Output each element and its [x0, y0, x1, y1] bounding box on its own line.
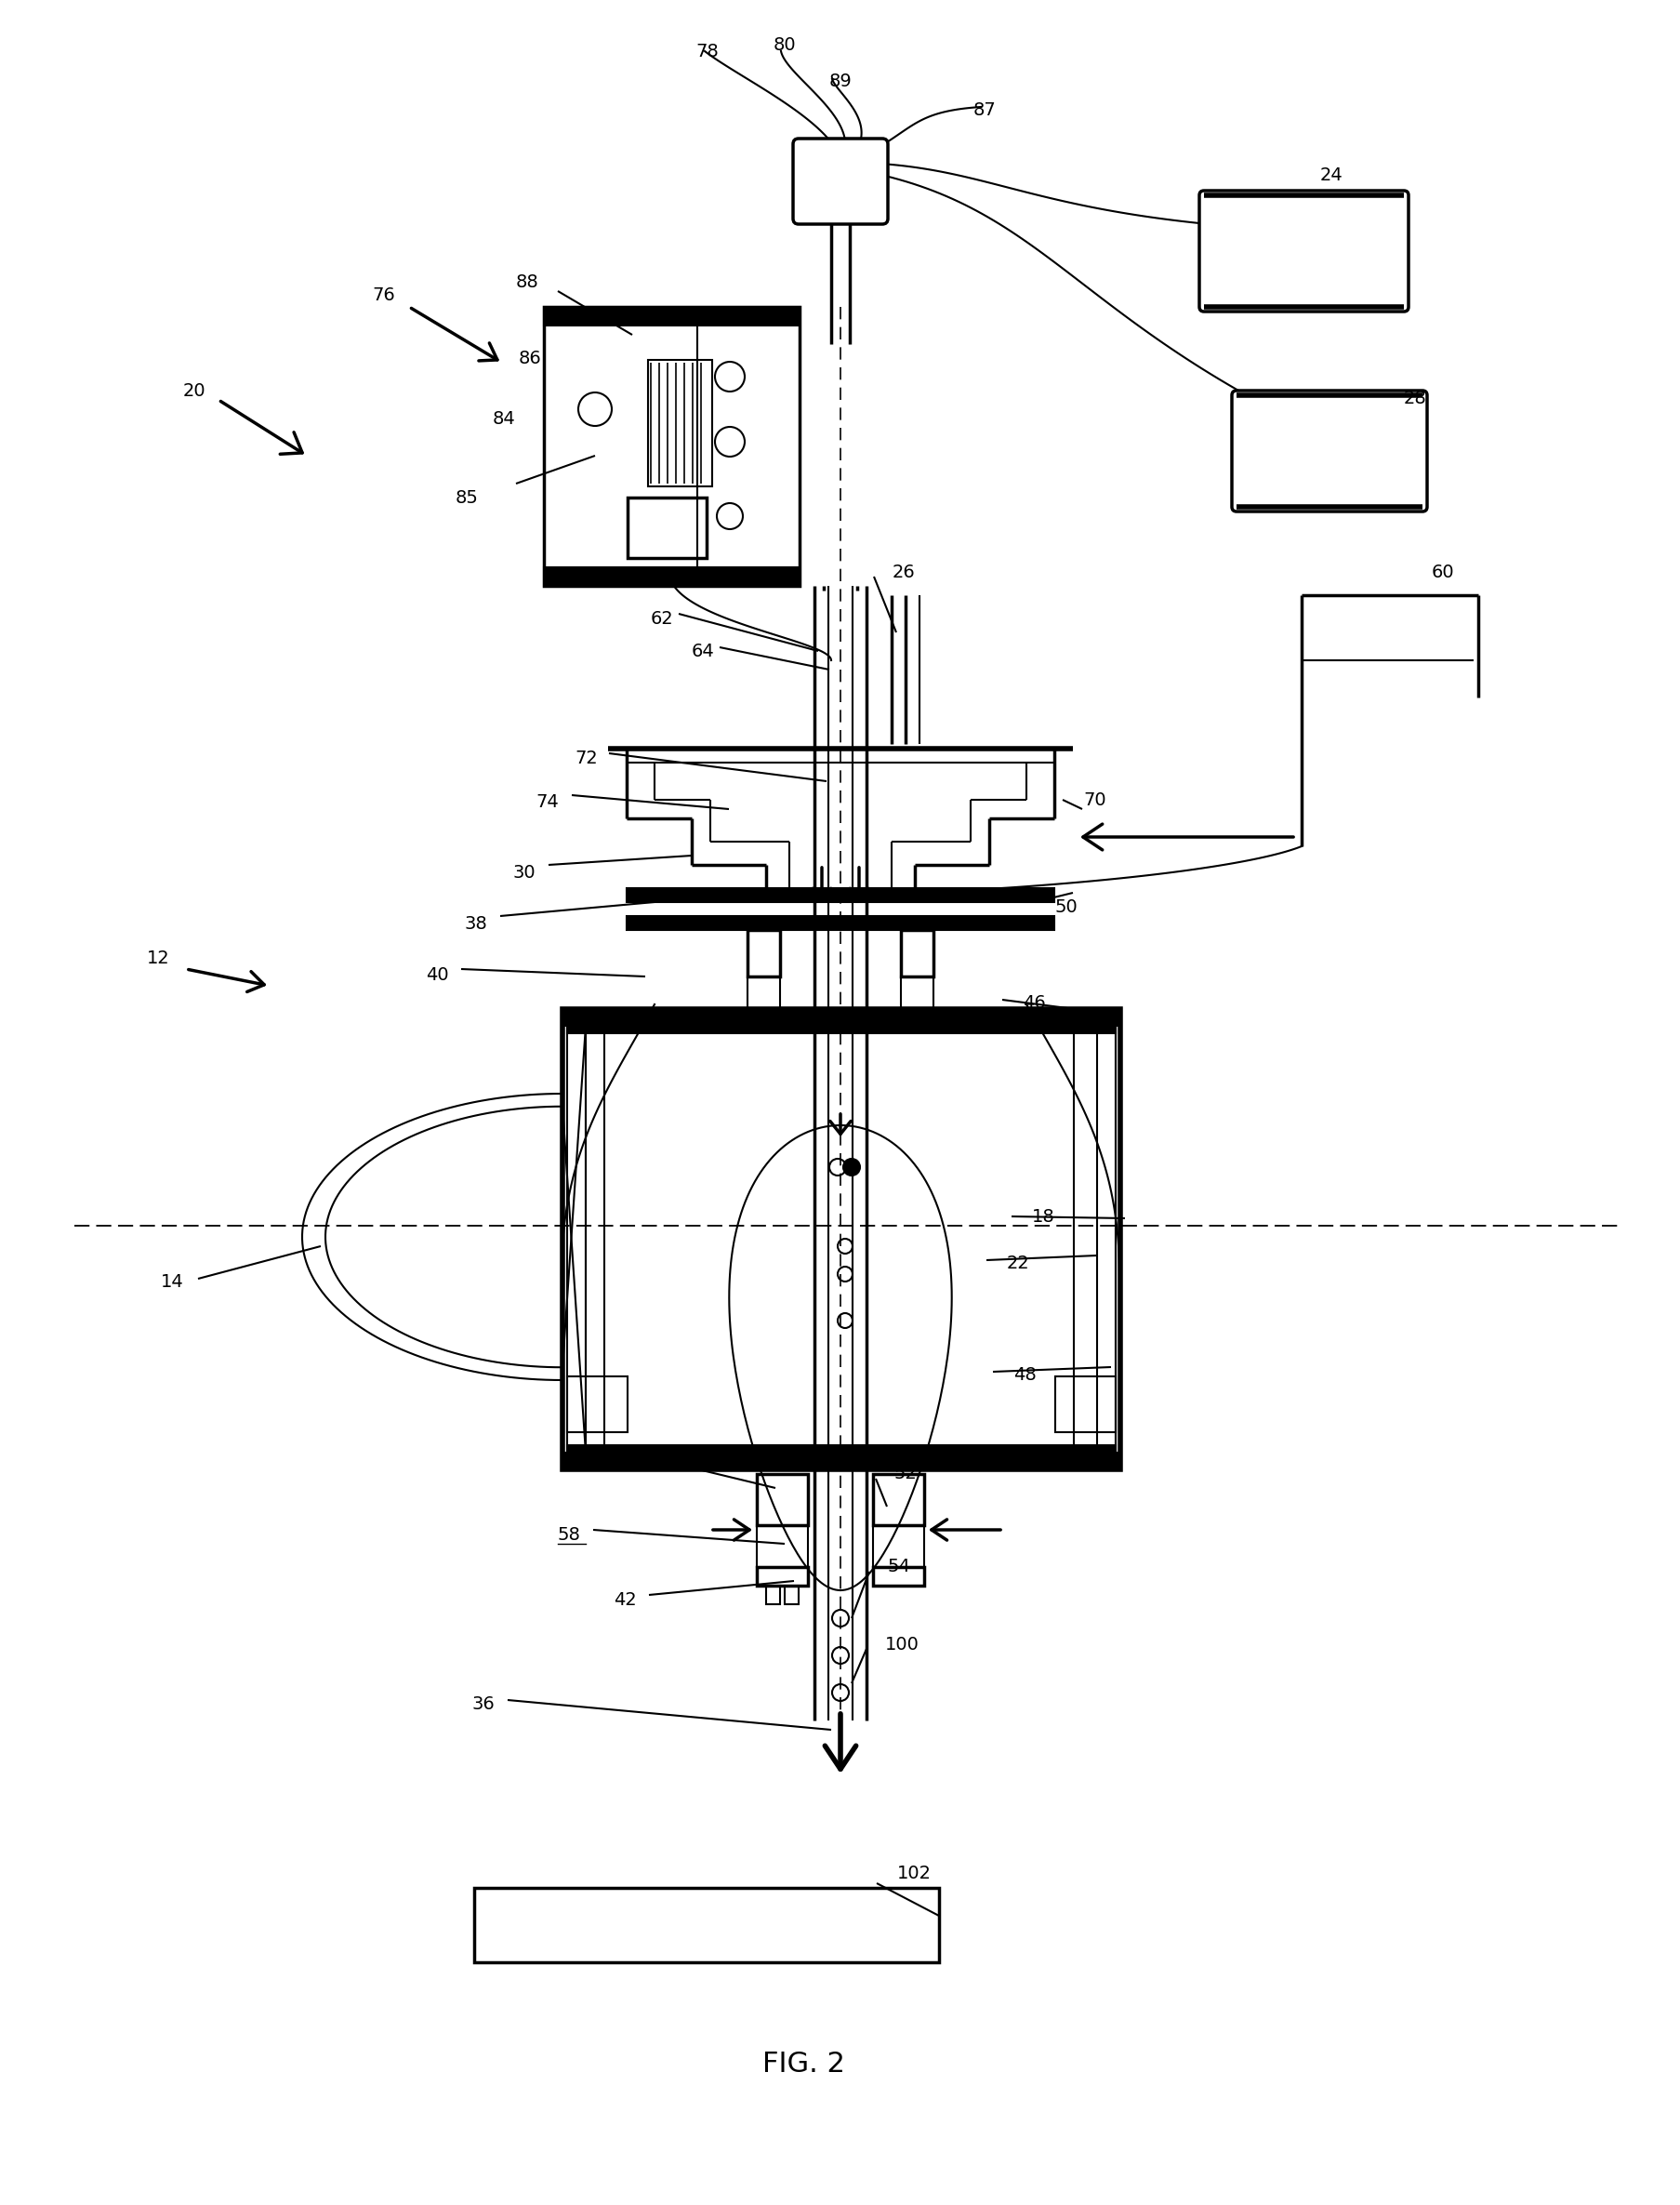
Bar [1097, 1019, 1116, 1460]
Bar [1055, 1376, 1116, 1433]
Text: 78: 78 [696, 42, 717, 60]
Bar [627, 498, 706, 558]
Bar [544, 306, 800, 587]
Bar [1074, 1019, 1116, 1460]
Bar [563, 1010, 1119, 1469]
Bar [585, 1019, 605, 1460]
Bar [544, 567, 800, 587]
Text: 64: 64 [692, 642, 714, 659]
Bar [748, 931, 780, 977]
Bar [756, 1526, 808, 1568]
Text: 38: 38 [465, 915, 487, 933]
Text: 46: 46 [1021, 994, 1045, 1012]
Bar [785, 1585, 798, 1605]
Text: 60: 60 [1431, 562, 1453, 580]
Bar [756, 1473, 808, 1526]
Text: 18: 18 [1032, 1208, 1055, 1226]
Text: 88: 88 [516, 273, 539, 291]
Bar [627, 915, 1053, 931]
Text: 14: 14 [161, 1272, 183, 1290]
Text: 22: 22 [1006, 1255, 1030, 1272]
Text: 54: 54 [887, 1559, 911, 1577]
Bar [474, 1887, 939, 1962]
Text: FIG. 2: FIG. 2 [763, 2051, 845, 2077]
Text: 70: 70 [1082, 792, 1105, 809]
Text: 52: 52 [894, 1464, 917, 1484]
Text: 100: 100 [885, 1636, 919, 1654]
Text: 74: 74 [536, 794, 558, 811]
Text: 48: 48 [1013, 1365, 1037, 1383]
Text: 28: 28 [1403, 390, 1426, 408]
Bar [872, 1473, 924, 1526]
Text: 72: 72 [575, 750, 598, 767]
Text: 85: 85 [455, 490, 479, 507]
Text: 87: 87 [973, 101, 996, 119]
Bar [900, 931, 932, 977]
Text: 30: 30 [512, 864, 536, 882]
Bar [544, 306, 800, 326]
Text: 42: 42 [613, 1590, 637, 1607]
Text: 62: 62 [650, 609, 674, 626]
Text: 58: 58 [558, 1526, 581, 1544]
Bar [566, 1019, 585, 1460]
FancyBboxPatch shape [1198, 190, 1408, 311]
Text: 82: 82 [541, 306, 564, 324]
Text: 86: 86 [519, 348, 541, 366]
Bar [563, 1010, 1119, 1025]
Bar [566, 1376, 627, 1433]
Text: 76: 76 [371, 287, 395, 304]
Bar [872, 1568, 924, 1585]
Bar [766, 1585, 780, 1605]
Text: 84: 84 [492, 410, 516, 428]
Text: 20: 20 [183, 381, 207, 399]
Text: 102: 102 [897, 1865, 931, 1883]
FancyBboxPatch shape [1231, 390, 1426, 512]
Bar [566, 1444, 1116, 1453]
Text: 80: 80 [773, 35, 796, 53]
Text: 56: 56 [585, 1446, 608, 1464]
Text: 36: 36 [472, 1696, 496, 1713]
Bar [627, 889, 1053, 902]
Bar [563, 1453, 1119, 1469]
Text: 26: 26 [892, 562, 916, 580]
Bar [566, 1025, 1116, 1034]
Text: 89: 89 [828, 73, 852, 90]
Text: 12: 12 [146, 948, 170, 966]
Text: 50: 50 [1055, 897, 1077, 915]
Text: 40: 40 [425, 966, 449, 983]
Text: 24: 24 [1319, 165, 1342, 183]
Bar [648, 359, 712, 487]
Circle shape [843, 1160, 860, 1175]
Bar [900, 977, 932, 1010]
FancyBboxPatch shape [793, 139, 887, 225]
Bar [748, 977, 780, 1010]
Bar [756, 1568, 808, 1585]
Bar [872, 1526, 924, 1568]
